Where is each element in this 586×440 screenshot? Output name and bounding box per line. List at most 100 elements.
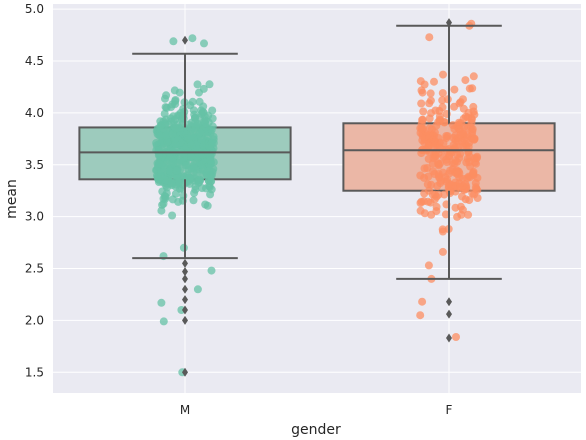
strip-point-F (416, 311, 425, 320)
x-tick-label: M (180, 403, 190, 417)
strip-point-F (469, 102, 478, 111)
strip-point-F (425, 186, 433, 195)
strip-point-M (205, 166, 214, 175)
strip-point-M (167, 103, 176, 111)
outliers (182, 18, 452, 377)
strip-point-F (443, 95, 452, 104)
strip-point-F (463, 130, 471, 139)
strip-point-F (456, 130, 465, 139)
strip-point-M (199, 84, 208, 93)
strip-point-M (158, 187, 167, 196)
strip-point-F (420, 209, 429, 218)
strip-point-M (202, 123, 210, 132)
strip-point-M (171, 189, 180, 198)
strip-point-F (450, 85, 459, 94)
strip-point-F (417, 99, 426, 108)
strip-point-F (429, 167, 438, 176)
strip-point-F (437, 176, 446, 185)
strip-point-M (207, 266, 216, 275)
strip-point-M (191, 122, 200, 131)
strip-point-M (179, 243, 188, 252)
strip-point-F (452, 168, 461, 177)
strip-point-M (190, 189, 199, 198)
outlier-marker (446, 309, 452, 319)
strip-point-M (169, 158, 178, 167)
strip-point-F (416, 77, 425, 86)
y-tick-labels: 1.5 2.0 2.5 3.0 3.5 4.0 4.5 5.0 (25, 2, 44, 379)
strip-point-F (469, 72, 478, 81)
strip-point-M (191, 113, 199, 122)
outlier-marker (446, 297, 452, 307)
strip-point-M (167, 181, 176, 190)
strip-point-F (465, 84, 474, 93)
outlier-marker (446, 333, 452, 343)
strip-point-F (464, 210, 473, 219)
strip-point-M (156, 121, 165, 130)
outlier-marker (182, 295, 188, 305)
strip-point-M (184, 134, 193, 143)
outlier-marker (182, 305, 188, 315)
y-tick-label: 4.5 (25, 54, 44, 68)
strip-point-F (419, 107, 428, 116)
strip-point-F (427, 109, 435, 118)
outlier-marker (182, 35, 188, 45)
strip-point-F (427, 210, 436, 219)
strip-point-M (172, 166, 181, 175)
strip-point-M (209, 132, 218, 141)
strip-point-M (155, 159, 164, 168)
strip-point-M (184, 165, 193, 174)
strip-point-F (424, 197, 433, 206)
strip-point-M (157, 206, 166, 215)
outlier-marker (182, 315, 188, 325)
y-tick-label: 2.0 (25, 313, 44, 327)
y-tick-label: 2.5 (25, 262, 44, 276)
strip-point-F (417, 86, 426, 95)
strip-point-F (430, 141, 439, 150)
strip-point-F (456, 183, 464, 192)
strip-point-F (465, 138, 474, 147)
strip-point-M (192, 169, 201, 178)
outlier-marker (182, 258, 188, 268)
strip-point-F (418, 115, 427, 124)
strip-point-F (456, 202, 465, 211)
strip-point-F (432, 121, 441, 130)
strip-point-F (469, 169, 478, 178)
whiskers (79, 24, 555, 280)
strip-point-M (169, 117, 178, 126)
x-tick-label: F (446, 403, 453, 417)
strip-point-M (162, 131, 170, 140)
strip-point-M (193, 80, 202, 89)
strip-point-F (465, 196, 474, 205)
strip-point-F (420, 164, 429, 173)
strip-point-F (426, 89, 435, 98)
strip-point-F (454, 137, 463, 146)
strip-point-F (440, 118, 449, 127)
strip-point-F (448, 121, 457, 130)
strip-point-M (187, 141, 196, 150)
strip-point-M (175, 88, 184, 97)
strip-point-M (157, 298, 166, 307)
strip-point-M (200, 39, 208, 48)
strip-points (152, 19, 482, 377)
strip-point-F (465, 158, 474, 167)
strip-point-M (205, 80, 214, 89)
outlier-marker (182, 274, 188, 284)
strip-point-M (203, 201, 212, 210)
strip-point-F (454, 120, 463, 129)
strip-point-F (438, 103, 447, 112)
strip-point-F (424, 261, 433, 270)
strip-point-F (438, 89, 447, 98)
strip-point-F (452, 333, 460, 341)
strip-point-M (197, 135, 206, 144)
strip-point-F (463, 113, 472, 122)
strip-point-F (473, 186, 482, 195)
y-tick-label: 3.0 (25, 210, 44, 224)
strip-point-M (195, 128, 204, 137)
strip-point-M (179, 114, 188, 123)
strip-point-M (208, 138, 216, 147)
strip-point-F (459, 95, 467, 104)
strip-point-F (471, 179, 480, 188)
strip-point-F (416, 124, 425, 133)
